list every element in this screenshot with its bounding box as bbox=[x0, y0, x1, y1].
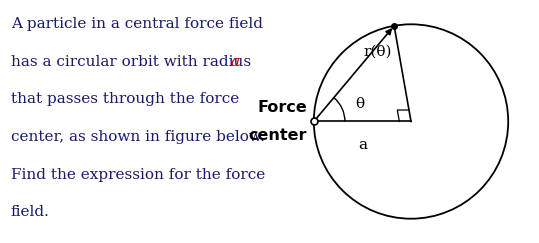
Text: center, as shown in figure below.: center, as shown in figure below. bbox=[11, 130, 265, 144]
Text: Find the expression for the force: Find the expression for the force bbox=[11, 168, 265, 182]
Text: Force: Force bbox=[257, 100, 307, 115]
Text: a: a bbox=[231, 55, 239, 69]
Text: a: a bbox=[358, 138, 367, 152]
Text: θ: θ bbox=[355, 97, 364, 111]
Text: field.: field. bbox=[11, 205, 50, 219]
Text: A particle in a central force field: A particle in a central force field bbox=[11, 17, 263, 31]
Text: r(θ): r(θ) bbox=[363, 45, 392, 59]
Text: has a circular orbit with radius: has a circular orbit with radius bbox=[11, 55, 256, 69]
Text: that passes through the force: that passes through the force bbox=[11, 92, 239, 106]
Text: center: center bbox=[248, 128, 307, 143]
